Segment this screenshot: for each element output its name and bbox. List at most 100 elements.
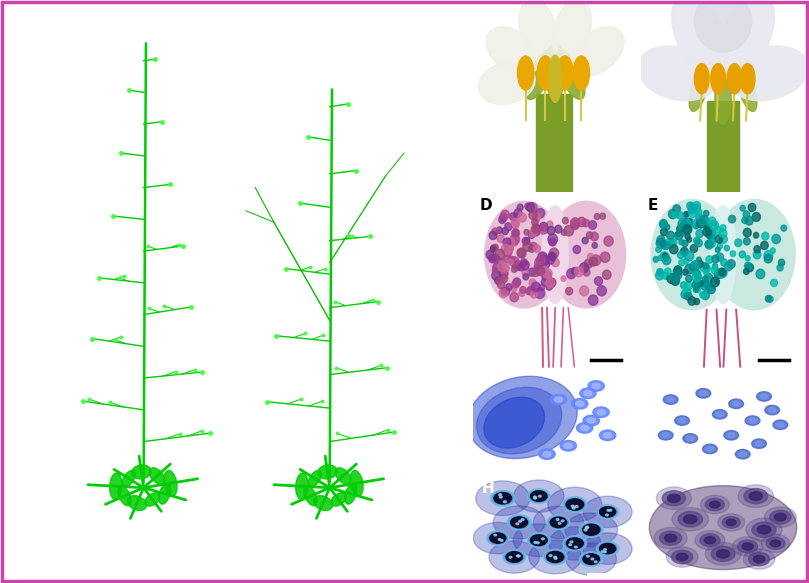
Ellipse shape [718, 0, 774, 80]
Polygon shape [527, 533, 550, 547]
Circle shape [501, 210, 510, 219]
Circle shape [698, 219, 705, 226]
Circle shape [492, 271, 501, 280]
Circle shape [501, 287, 507, 294]
Polygon shape [547, 515, 570, 530]
Circle shape [589, 221, 596, 229]
Ellipse shape [694, 64, 709, 94]
Ellipse shape [710, 206, 736, 304]
Circle shape [533, 496, 536, 498]
Circle shape [690, 244, 697, 252]
Circle shape [549, 555, 552, 557]
Circle shape [705, 240, 712, 248]
Circle shape [663, 491, 685, 505]
Circle shape [727, 433, 735, 438]
Circle shape [519, 521, 522, 522]
Circle shape [493, 491, 513, 505]
Circle shape [531, 226, 539, 234]
Ellipse shape [484, 397, 544, 448]
Circle shape [509, 516, 529, 529]
Circle shape [511, 220, 519, 229]
Circle shape [684, 212, 688, 217]
Circle shape [667, 231, 674, 240]
Circle shape [533, 213, 540, 221]
Circle shape [545, 550, 565, 564]
Circle shape [716, 412, 723, 417]
Circle shape [695, 273, 701, 280]
Ellipse shape [740, 64, 755, 94]
Circle shape [539, 254, 548, 263]
Circle shape [742, 217, 748, 223]
Circle shape [711, 546, 735, 561]
Ellipse shape [132, 465, 151, 479]
Circle shape [705, 228, 714, 236]
Circle shape [663, 256, 671, 265]
Circle shape [740, 205, 745, 211]
Circle shape [595, 277, 603, 285]
Circle shape [715, 235, 722, 243]
Circle shape [686, 220, 691, 226]
Circle shape [502, 264, 510, 272]
Circle shape [575, 505, 578, 507]
Circle shape [760, 241, 769, 250]
Circle shape [499, 269, 508, 278]
Circle shape [711, 266, 718, 274]
Circle shape [546, 283, 553, 290]
Circle shape [583, 554, 599, 564]
Circle shape [778, 259, 785, 266]
Circle shape [701, 216, 709, 224]
Circle shape [709, 220, 718, 230]
Circle shape [519, 290, 525, 296]
Circle shape [771, 279, 777, 287]
Circle shape [517, 248, 525, 257]
Circle shape [687, 436, 694, 441]
Circle shape [489, 231, 497, 240]
Circle shape [680, 230, 685, 236]
Circle shape [745, 416, 760, 426]
Circle shape [717, 271, 724, 278]
Circle shape [696, 213, 703, 221]
Circle shape [663, 395, 678, 405]
Polygon shape [580, 552, 603, 567]
Circle shape [536, 542, 540, 543]
Circle shape [702, 444, 718, 454]
Ellipse shape [571, 27, 625, 76]
Circle shape [705, 224, 712, 231]
Circle shape [717, 268, 726, 278]
Circle shape [513, 524, 565, 557]
Circle shape [493, 505, 545, 539]
Circle shape [684, 282, 692, 290]
Circle shape [781, 225, 786, 231]
Ellipse shape [537, 56, 553, 90]
Ellipse shape [547, 201, 625, 308]
Circle shape [584, 391, 592, 396]
Circle shape [565, 513, 617, 547]
Circle shape [583, 496, 632, 528]
Circle shape [697, 261, 704, 268]
Circle shape [701, 496, 729, 514]
Circle shape [668, 209, 677, 219]
Circle shape [522, 269, 528, 276]
Circle shape [743, 268, 749, 275]
Circle shape [675, 416, 689, 426]
Circle shape [687, 202, 693, 209]
Circle shape [684, 258, 688, 264]
Circle shape [756, 392, 771, 401]
Circle shape [558, 522, 561, 524]
Circle shape [683, 224, 692, 234]
Circle shape [541, 538, 544, 540]
Circle shape [513, 278, 521, 286]
Circle shape [717, 243, 722, 249]
Ellipse shape [164, 470, 177, 496]
Circle shape [497, 227, 502, 233]
Circle shape [502, 227, 508, 234]
Circle shape [700, 216, 706, 223]
Circle shape [738, 484, 773, 508]
Circle shape [528, 268, 536, 276]
Circle shape [683, 434, 697, 443]
Polygon shape [507, 515, 531, 530]
Circle shape [498, 494, 502, 496]
Circle shape [706, 233, 712, 238]
Circle shape [705, 240, 714, 249]
Circle shape [507, 245, 513, 252]
